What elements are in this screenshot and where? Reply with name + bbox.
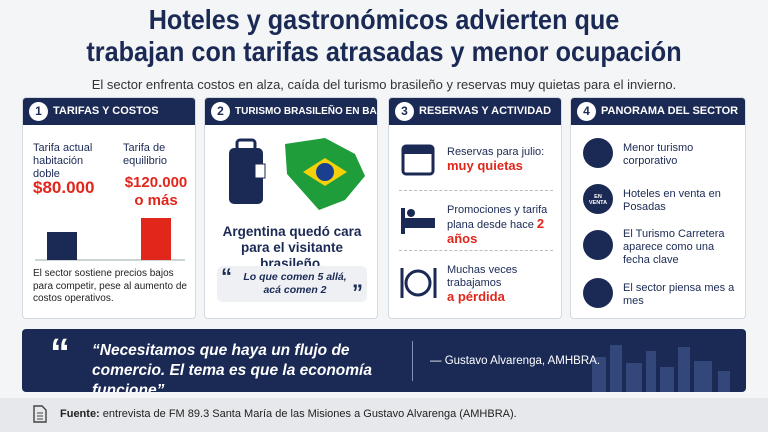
quote-author: — Gustavo Alvarenga, AMHBRA. bbox=[430, 355, 601, 367]
panel-number: 4 bbox=[577, 102, 596, 121]
quote-text: “Necesitamos que haya un flujo de comerc… bbox=[92, 342, 372, 392]
item-text: Promociones y tarifa plana desde hace bbox=[447, 204, 548, 231]
title-line: trabajan con tarifas atrasadas y menor o… bbox=[86, 36, 682, 67]
panel-number: 3 bbox=[395, 102, 414, 121]
item: Reservas para julio: muy quietas bbox=[447, 146, 557, 174]
bar bbox=[141, 218, 171, 260]
item-highlight: a pérdida bbox=[447, 289, 505, 304]
bar-label: Tarifa de equilibrio bbox=[123, 142, 168, 167]
panel: 4 PANORAMA DEL SECTOR EN VENTA Menor turi… bbox=[570, 97, 746, 319]
item-text: Muchas veces trabajamos bbox=[447, 264, 518, 289]
source: Fuente: entrevista de FM 89.3 Santa Marí… bbox=[60, 408, 517, 420]
quote-banner: “ “Necesitamos que haya un flujo de come… bbox=[22, 329, 746, 392]
title-line: Hoteles y gastronómicos advierten que bbox=[148, 4, 620, 35]
doc-icon bbox=[33, 405, 47, 423]
item-text: El Turismo Carretera aparece como una fe… bbox=[623, 228, 725, 266]
panel-note: El sector sostiene precios bajos para co… bbox=[33, 268, 187, 304]
panel-title: TURISMO BRASILEÑO EN BAJA bbox=[235, 106, 378, 117]
item-highlight: muy quietas bbox=[447, 158, 523, 173]
footer: Fuente: entrevista de FM 89.3 Santa Marí… bbox=[0, 398, 768, 432]
item-text: Menor turismo corporativo bbox=[623, 142, 694, 167]
bar-value-label: $80.000 bbox=[33, 178, 95, 197]
panel-header: 1 TARIFAS Y COSTOS bbox=[23, 98, 195, 125]
panel-number: 1 bbox=[29, 102, 48, 121]
panel-title: TARIFAS Y COSTOS bbox=[53, 105, 159, 117]
bed-icon bbox=[401, 218, 435, 228]
illustration bbox=[229, 138, 365, 210]
quote-box: “ Lo que comen 5 allá, acá comen 2 ” bbox=[217, 264, 367, 305]
divider bbox=[399, 250, 553, 251]
quote-mark: “ bbox=[50, 331, 70, 375]
panel: 1 TARIFAS Y COSTOS Tarifa actual habitaci… bbox=[22, 97, 196, 319]
bar-value-label: $120.000 o más bbox=[124, 174, 188, 209]
panel-header: 4 PANORAMA DEL SECTOR bbox=[571, 98, 745, 125]
sign-text: EN VENTA bbox=[588, 194, 608, 206]
panel-title: RESERVAS Y ACTIVIDAD bbox=[419, 105, 552, 117]
title: Hoteles y gastronómicos advierten que tr… bbox=[38, 4, 729, 68]
bar bbox=[47, 232, 77, 260]
source-text: entrevista de FM 89.3 Santa María de las… bbox=[102, 408, 517, 420]
source-label: Fuente: bbox=[60, 408, 100, 420]
bar-chart bbox=[35, 218, 185, 261]
divider bbox=[412, 341, 413, 381]
briefcase-icon bbox=[583, 138, 613, 168]
panel-header: 3 RESERVAS Y ACTIVIDAD bbox=[389, 98, 561, 125]
subtitle: El sector enfrenta costos en alza, caída… bbox=[91, 77, 677, 92]
plate-icon bbox=[404, 269, 432, 297]
panel-header: 2 TURISMO BRASILEÑO EN BAJA bbox=[205, 98, 377, 125]
item-text: El sector piensa mes a mes bbox=[623, 282, 735, 307]
suitcase-handle bbox=[235, 138, 257, 152]
icons bbox=[400, 144, 437, 298]
bar-label: Tarifa actual habitación doble bbox=[33, 142, 93, 180]
panel-number: 2 bbox=[211, 102, 230, 121]
bed-post bbox=[401, 208, 405, 234]
quote-mark: ” bbox=[352, 280, 363, 305]
sign-icon: EN VENTA bbox=[583, 184, 613, 214]
flag-icon bbox=[583, 230, 613, 260]
quote-mark: “ bbox=[221, 264, 232, 289]
item: Muchas veces trabajamos a pérdida bbox=[447, 264, 527, 305]
panel: 3 RESERVAS Y ACTIVIDAD Reservas para juli… bbox=[388, 97, 562, 319]
tag bbox=[254, 163, 266, 179]
item-text: Hoteles en venta en Posadas bbox=[623, 188, 721, 213]
flag-circle bbox=[316, 163, 334, 181]
panel: 2 TURISMO BRASILEÑO EN BAJA Argentina que… bbox=[204, 97, 378, 319]
panel-title: PANORAMA DEL SECTOR bbox=[601, 105, 739, 117]
panel-headline: Argentina quedó cara para el visitante b… bbox=[222, 224, 362, 271]
calendar-icon bbox=[583, 278, 613, 308]
item: Promociones y tarifa plana desde hace 2 … bbox=[447, 204, 557, 247]
bed-pillow bbox=[407, 209, 415, 217]
item-text: Reservas para julio: bbox=[447, 146, 545, 158]
panel-quote: Lo que comen 5 allá, acá comen 2 bbox=[243, 271, 347, 296]
skyline bbox=[592, 345, 730, 392]
suitcase bbox=[229, 148, 263, 204]
calendar-top bbox=[403, 146, 433, 154]
item-highlight: 2 años bbox=[447, 216, 545, 246]
divider bbox=[399, 190, 553, 191]
